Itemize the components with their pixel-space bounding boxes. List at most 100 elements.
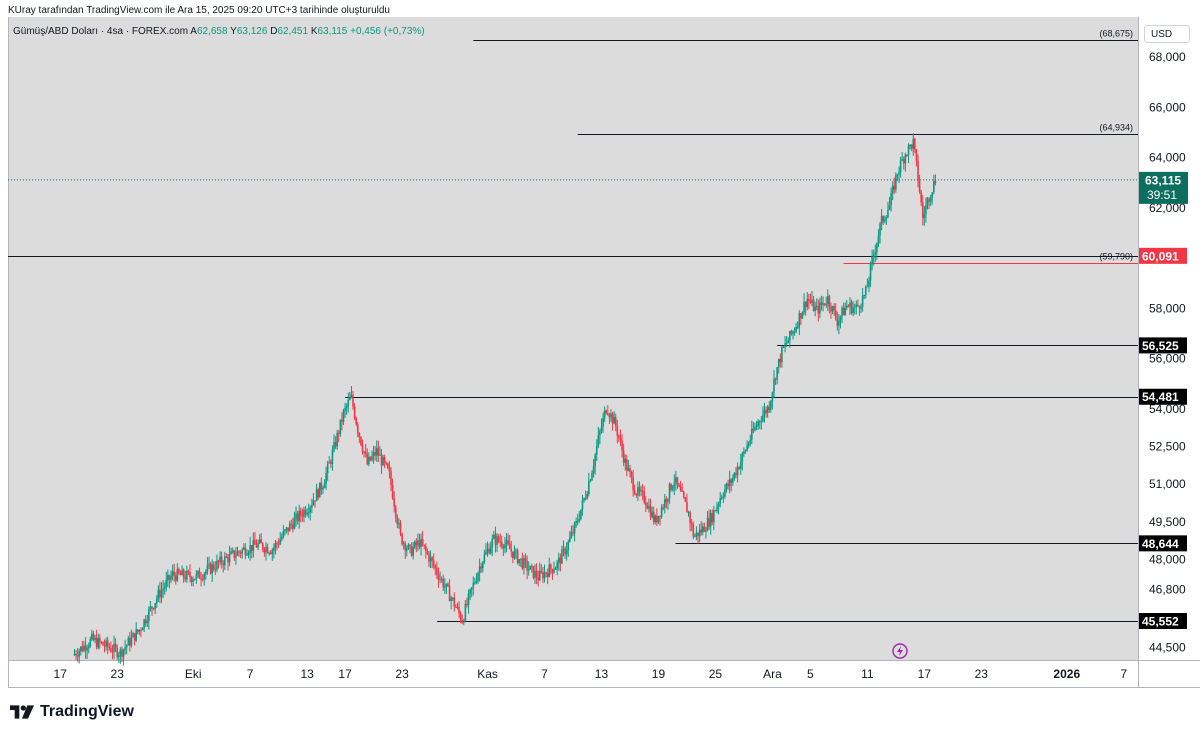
- candle: [776, 367, 778, 380]
- candle: [227, 557, 229, 563]
- candle: [545, 572, 547, 574]
- candle: [186, 570, 188, 580]
- candle: [602, 417, 604, 427]
- y-tick-label: 62,000: [1149, 201, 1186, 215]
- candle: [798, 313, 801, 327]
- candle: [808, 298, 810, 301]
- candle: [847, 305, 850, 307]
- candle: [205, 571, 207, 575]
- candle: [466, 603, 468, 606]
- candle: [280, 536, 283, 540]
- candle: [124, 647, 126, 650]
- candle: [714, 510, 717, 512]
- candle: [349, 397, 351, 401]
- candle: [564, 548, 566, 555]
- candle: [182, 569, 185, 578]
- candle: [869, 264, 872, 281]
- candle: [201, 578, 204, 580]
- candle: [371, 456, 373, 461]
- x-tick-label: 17: [918, 667, 932, 681]
- current-price-tag: 63,115: [1145, 173, 1181, 187]
- candle: [200, 578, 202, 580]
- candle: [925, 205, 927, 215]
- candle: [570, 532, 573, 538]
- candle: [144, 619, 147, 624]
- candle: [111, 651, 114, 653]
- candle: [834, 310, 837, 319]
- candle: [345, 405, 348, 408]
- candle: [757, 421, 759, 426]
- candle: [747, 443, 750, 446]
- currency-selector[interactable]: USD: [1144, 25, 1190, 43]
- candle: [926, 198, 929, 206]
- candle: [444, 586, 446, 588]
- candle: [874, 252, 877, 255]
- candle: [524, 558, 527, 561]
- candle: [565, 549, 568, 555]
- candle: [285, 527, 288, 530]
- candle: [708, 518, 710, 527]
- x-tick-label: Kas: [477, 667, 498, 681]
- y-tick-label: 68,000: [1149, 50, 1186, 64]
- candle: [383, 457, 386, 463]
- level-price-tag: 54,481: [1142, 390, 1179, 404]
- candle: [247, 552, 250, 555]
- candle: [535, 570, 538, 578]
- candle: [597, 435, 600, 447]
- candle: [890, 193, 892, 205]
- candle: [299, 510, 302, 516]
- candle: [572, 532, 574, 534]
- candle: [461, 620, 464, 623]
- candle: [877, 235, 880, 244]
- legend-change: +0,456 (+0,73%): [350, 26, 425, 37]
- candle: [858, 306, 861, 309]
- symbol-legend[interactable]: Gümüş/ABD Doları · 4sa · FOREX.com A62,6…: [13, 26, 425, 37]
- x-tick-label: 23: [975, 667, 989, 681]
- x-tick-label: Eki: [185, 667, 202, 681]
- candle: [765, 409, 767, 413]
- candle: [368, 456, 370, 465]
- candle: [543, 572, 546, 579]
- candle: [770, 401, 772, 410]
- candle: [168, 575, 171, 580]
- candle: [328, 462, 331, 464]
- candle: [474, 582, 476, 584]
- candle: [614, 416, 617, 426]
- candle: [850, 302, 853, 314]
- candle: [580, 509, 582, 519]
- candle: [417, 540, 419, 546]
- candle: [360, 436, 362, 445]
- candle: [675, 477, 677, 483]
- candle: [140, 630, 142, 632]
- candle: [412, 547, 414, 556]
- candle: [494, 534, 497, 545]
- candle: [212, 564, 215, 570]
- candle: [833, 306, 835, 311]
- candle: [681, 490, 684, 492]
- level-price-tag-bg: [1139, 388, 1187, 405]
- lightning-icon[interactable]: [892, 643, 908, 659]
- candle: [250, 545, 253, 551]
- candle: [773, 378, 775, 393]
- candle: [697, 532, 699, 537]
- candle: [129, 638, 131, 646]
- candle: [317, 489, 319, 498]
- candle: [785, 343, 788, 345]
- candle: [428, 553, 430, 562]
- candle: [493, 534, 495, 539]
- candle: [342, 410, 345, 422]
- candle: [660, 507, 663, 517]
- candle: [687, 512, 690, 514]
- candle: [705, 530, 707, 532]
- candle: [470, 587, 473, 590]
- candle: [910, 144, 913, 149]
- candle: [108, 646, 111, 649]
- candle: [592, 466, 595, 474]
- candle: [689, 512, 691, 524]
- candle: [649, 506, 652, 518]
- candle: [451, 597, 454, 599]
- candle: [243, 547, 245, 550]
- candle: [662, 507, 665, 509]
